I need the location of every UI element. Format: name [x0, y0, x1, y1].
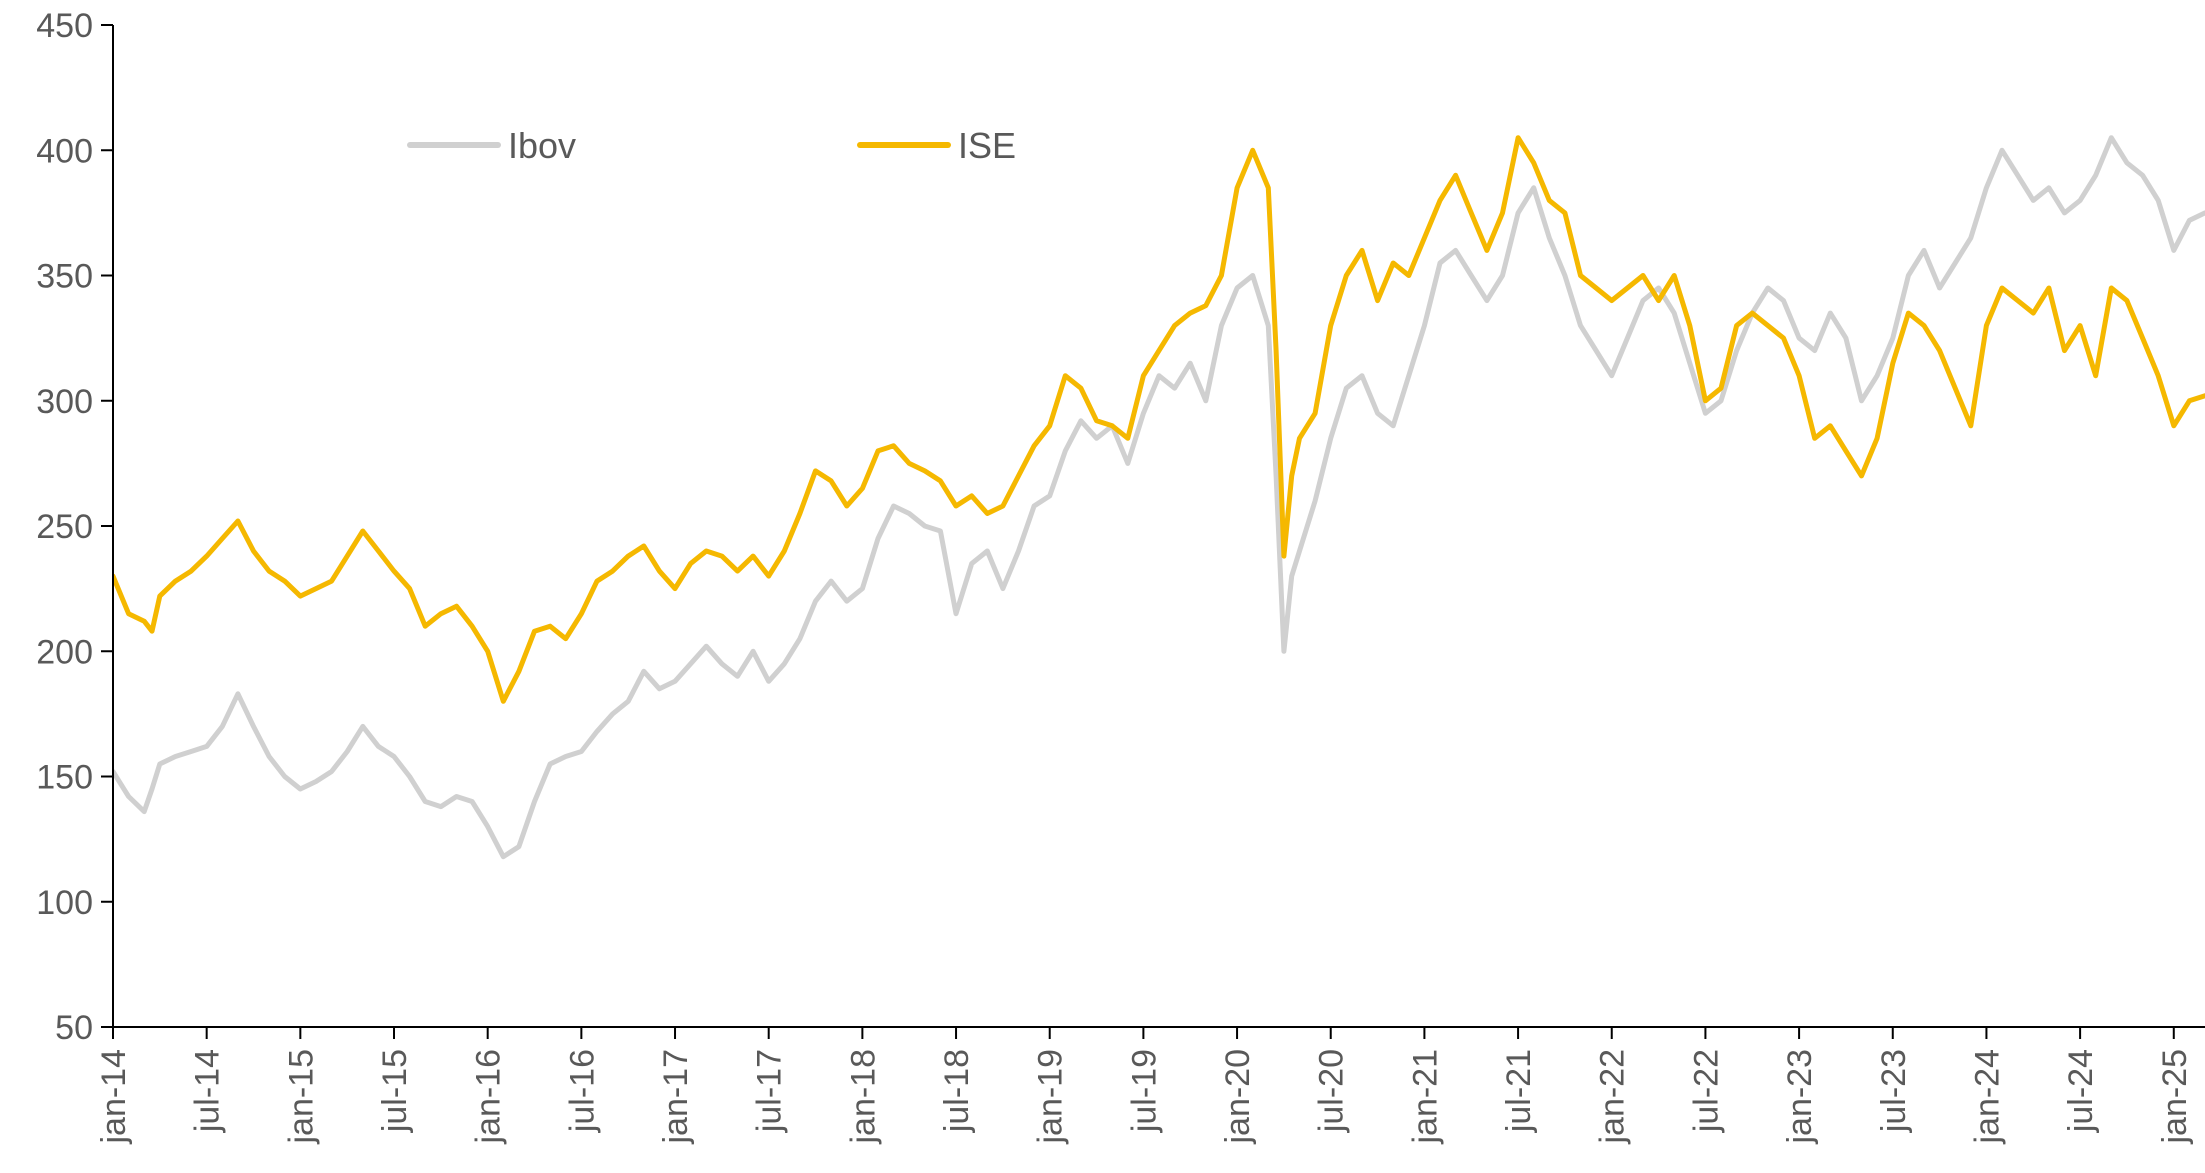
- y-tick-label: 150: [36, 759, 93, 797]
- x-tick-label: jan-15: [282, 1049, 320, 1145]
- x-tick-label: jul-15: [376, 1049, 414, 1133]
- x-tick-label: jan-25: [2156, 1049, 2194, 1145]
- x-tick-label: jul-16: [563, 1049, 601, 1133]
- x-tick-label: jul-24: [2062, 1049, 2100, 1133]
- y-tick-label: 50: [55, 1009, 93, 1047]
- x-tick-label: jan-23: [1781, 1049, 1819, 1145]
- x-tick-label: jul-21: [1500, 1049, 1538, 1133]
- x-tick-label: jul-18: [938, 1049, 976, 1133]
- x-tick-label: jul-23: [1875, 1049, 1913, 1133]
- x-tick-label: jan-18: [844, 1049, 882, 1145]
- x-tick-label: jul-22: [1687, 1049, 1725, 1133]
- y-tick-label: 300: [36, 383, 93, 421]
- axes-layer: [112, 25, 2205, 1028]
- y-tick-label: 450: [36, 7, 93, 45]
- series-line-ibov: [113, 135, 2205, 860]
- x-tick-label: jan-16: [470, 1049, 508, 1145]
- x-tick-label: jul-17: [751, 1049, 789, 1133]
- y-ticks: 50 100 150 200 250 300 350 400 450: [36, 7, 113, 1047]
- x-tick-label: jul-19: [1125, 1049, 1163, 1133]
- x-tick-label: jan-17: [657, 1049, 695, 1145]
- y-tick-label: 350: [36, 258, 93, 296]
- x-ticks: jan-14 jul-14 jan-15 jul-15 jan-16 jul-16 jan-…: [95, 1027, 2194, 1145]
- x-tick-label: jul-14: [189, 1049, 227, 1133]
- y-tick-label: 400: [36, 132, 93, 170]
- y-tick-label: 200: [36, 633, 93, 671]
- x-tick-label: jul-20: [1313, 1049, 1351, 1133]
- x-tick-label: jan-20: [1219, 1049, 1257, 1145]
- legend-label-ibov: Ibov: [508, 125, 576, 166]
- y-tick-label: 250: [36, 508, 93, 546]
- legend: Ibov ISE: [407, 125, 1016, 166]
- x-tick-label: jan-22: [1594, 1049, 1632, 1145]
- y-tick-label: 100: [36, 884, 93, 922]
- x-tick-label: jan-24: [1968, 1049, 2006, 1145]
- legend-label-ise: ISE: [958, 125, 1016, 166]
- x-tick-label: jan-21: [1406, 1049, 1444, 1145]
- series-line-ise: [113, 135, 2205, 704]
- x-tick-label: jan-14: [95, 1049, 133, 1145]
- x-tick-label: jan-19: [1032, 1049, 1070, 1145]
- series-layer: [113, 135, 2205, 860]
